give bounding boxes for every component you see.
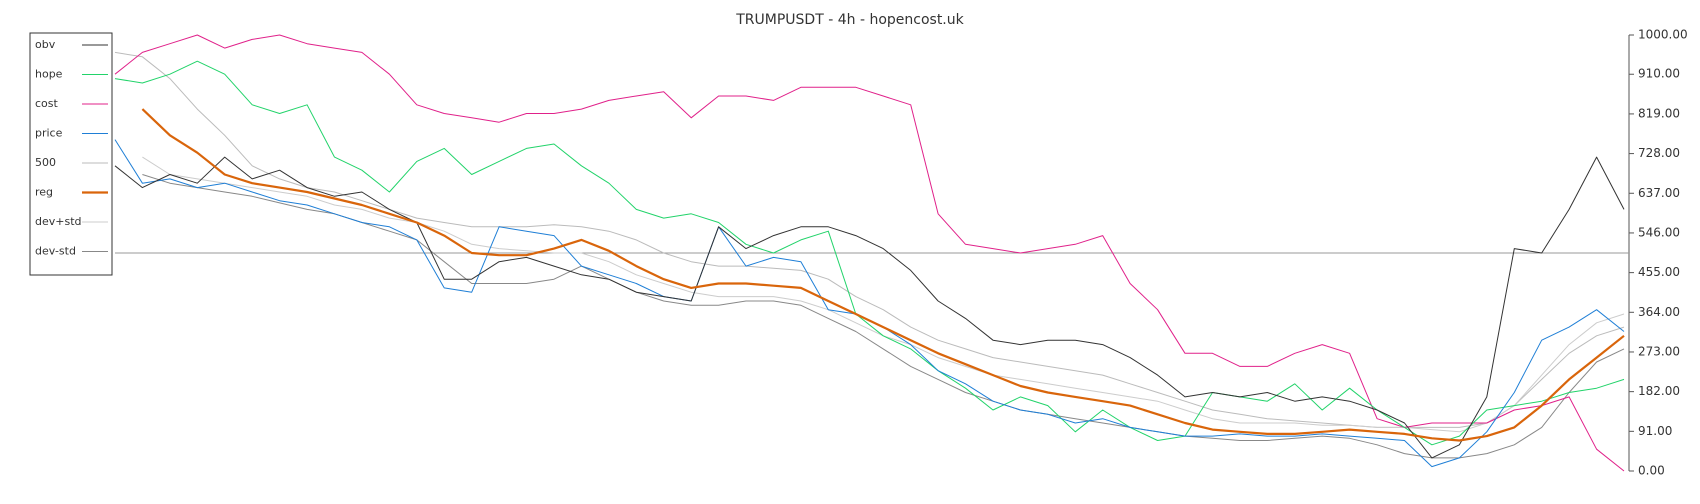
y-tick-label: 273.00 [1638,344,1680,358]
y-tick-label: 364.00 [1638,305,1680,319]
series-line [114,60,1625,446]
chart-title: TRUMPUSDT - 4h - hopencost.uk [735,12,964,28]
legend: obv hope cost price 500 reg dev+std dev-std [29,32,113,276]
legend-box [29,32,113,276]
series-line [114,34,1625,472]
y-tick-label: 1000.00 [1638,28,1688,42]
series-line [142,174,1625,459]
y-tick-label: 182.00 [1638,384,1680,398]
series-line [142,156,1625,433]
y-tick-label: 819.00 [1638,106,1680,120]
legend-label: 500 [35,156,56,169]
series-line [114,156,1625,459]
y-tick-label: 91.00 [1638,424,1672,438]
y-tick-label: 728.00 [1638,146,1680,160]
legend-label: reg [35,186,53,199]
legend-label: dev+std [35,215,82,228]
y-tick-label: 546.00 [1638,225,1680,239]
legend-label: cost [35,97,59,110]
y-tick-label: 455.00 [1638,265,1680,279]
legend-label: hope [35,68,63,81]
y-tick-label: 910.00 [1638,67,1680,81]
legend-label: price [35,127,63,140]
y-tick-label: 637.00 [1638,186,1680,200]
y-tick-label: 0.00 [1638,464,1665,478]
series-line [141,108,1625,442]
legend-label: dev-std [35,245,76,258]
legend-label: obv [35,38,56,51]
series-line [114,51,1625,428]
